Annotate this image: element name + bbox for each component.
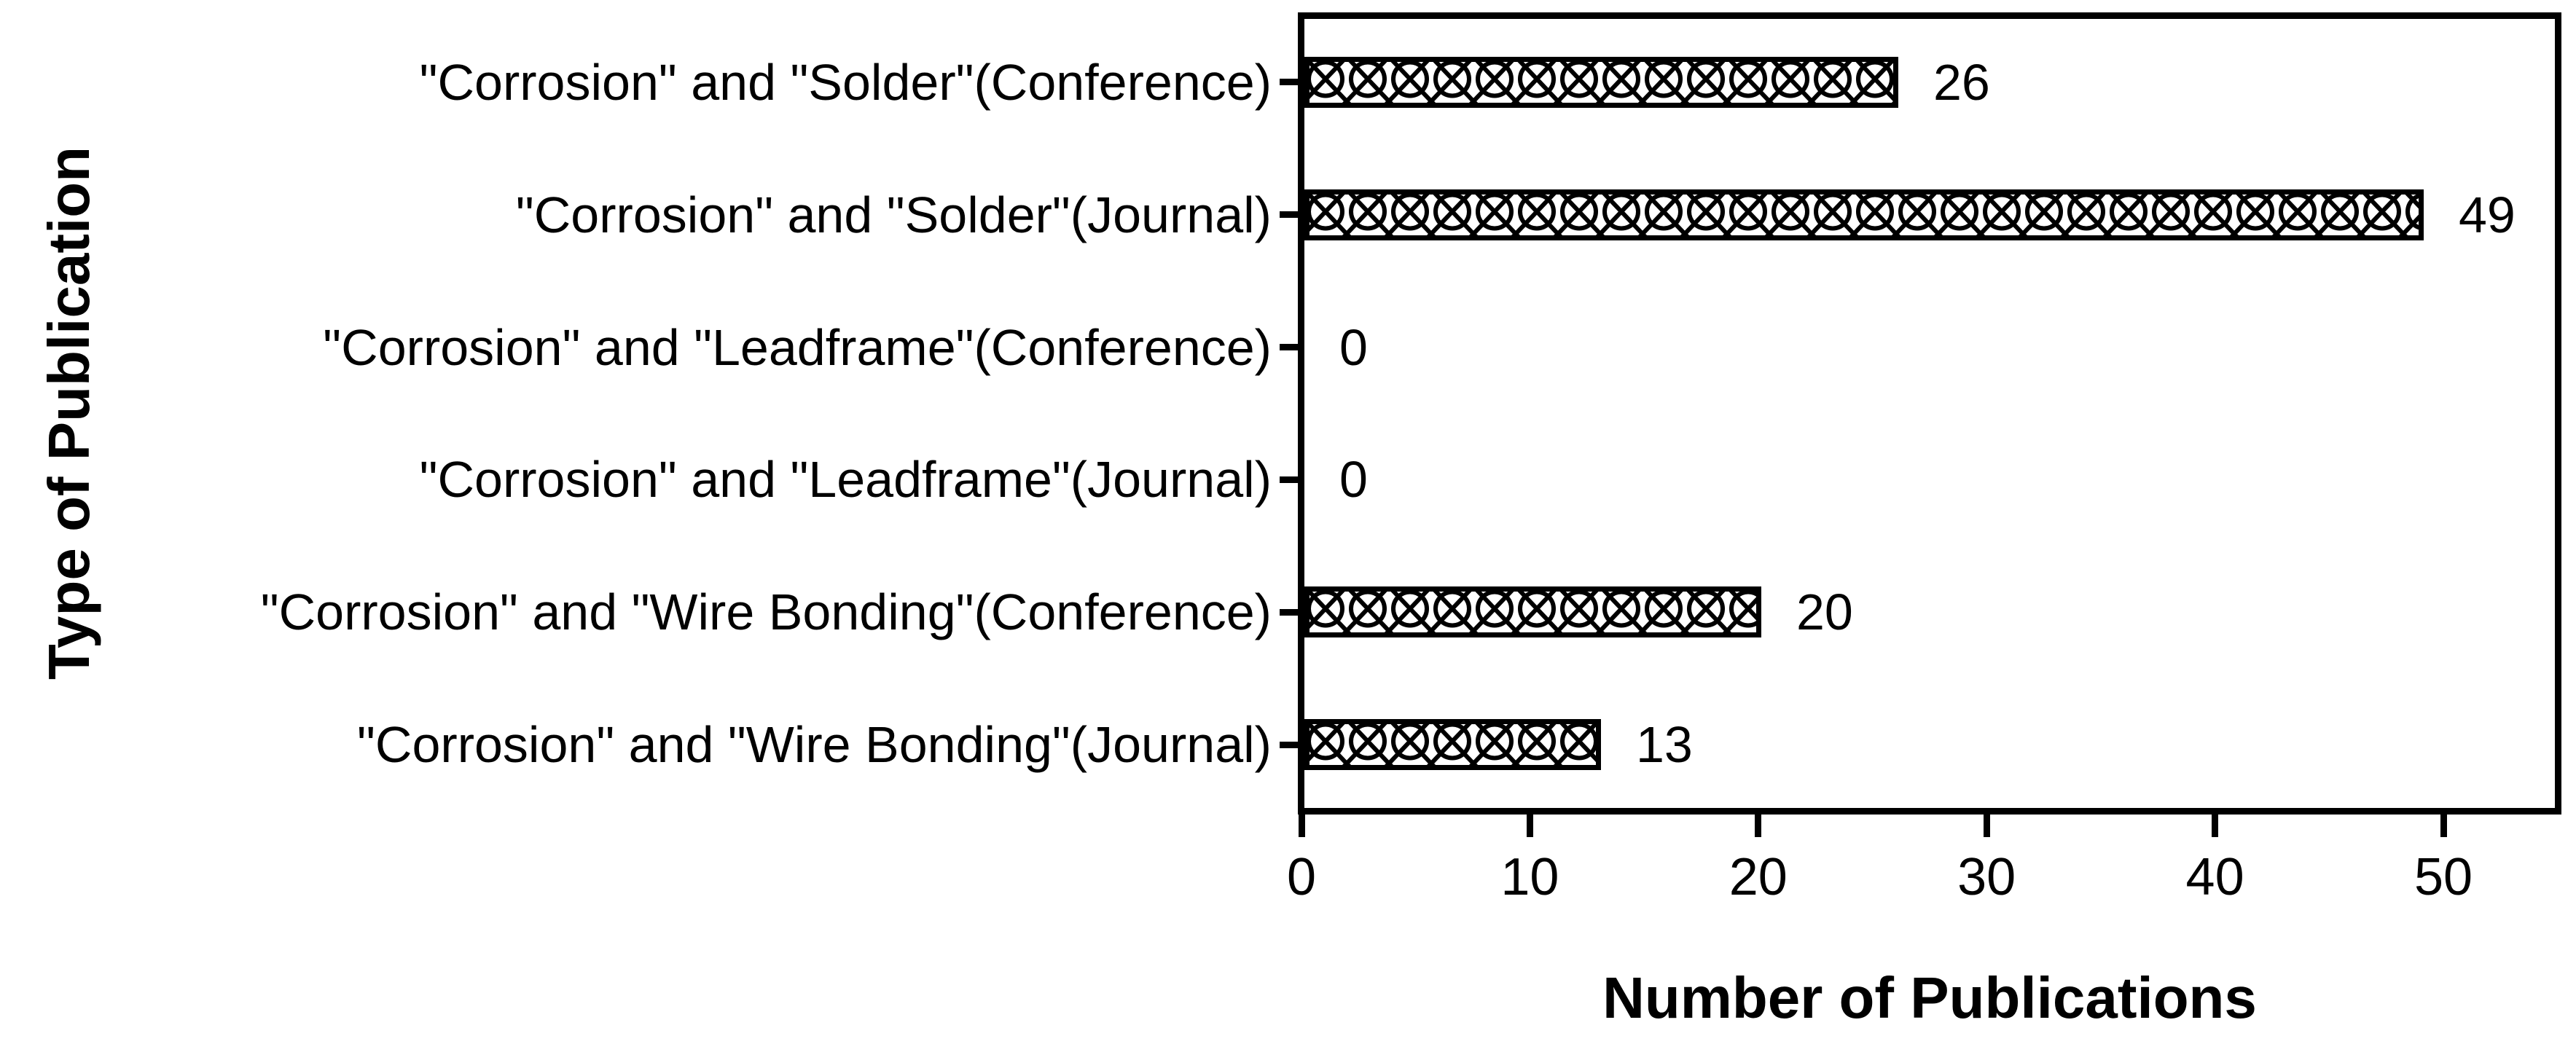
value-label: 0 bbox=[1339, 451, 1368, 509]
x-tick-label: 20 bbox=[1729, 848, 1788, 906]
x-axis-tick bbox=[2440, 814, 2447, 837]
x-axis-tick bbox=[2212, 814, 2219, 837]
value-label: 20 bbox=[1796, 584, 1853, 641]
x-tick-label: 0 bbox=[1286, 848, 1317, 906]
plot-frame bbox=[1298, 12, 2561, 815]
category-label: "Corrosion" and "Wire Bonding"(Conferenc… bbox=[260, 584, 1272, 641]
x-axis-tick bbox=[1526, 814, 1533, 837]
y-axis-tick bbox=[1279, 344, 1299, 351]
value-label: 26 bbox=[1933, 53, 1990, 111]
category-label: "Corrosion" and "Solder"(Journal) bbox=[515, 186, 1272, 243]
category-label: "Corrosion" and "Leadframe"(Journal) bbox=[419, 451, 1272, 509]
y-axis-tick bbox=[1279, 476, 1299, 483]
y-axis-tick bbox=[1279, 741, 1299, 748]
bar bbox=[1304, 56, 1898, 108]
value-label: 49 bbox=[2459, 186, 2516, 243]
x-tick-label: 30 bbox=[1957, 848, 2016, 906]
x-axis-title: Number of Publications bbox=[1602, 965, 2257, 1030]
y-axis-tick bbox=[1279, 608, 1299, 616]
x-axis-tick bbox=[1298, 814, 1305, 837]
x-axis-tick bbox=[1755, 814, 1762, 837]
x-tick-label: 50 bbox=[2413, 848, 2473, 906]
category-label: "Corrosion" and "Solder"(Conference) bbox=[419, 53, 1272, 111]
category-label: "Corrosion" and "Leadframe"(Conference) bbox=[323, 318, 1272, 376]
x-tick-label: 40 bbox=[2185, 848, 2244, 906]
bar bbox=[1304, 189, 2424, 240]
value-label: 0 bbox=[1339, 318, 1368, 376]
x-axis-tick bbox=[1983, 814, 1990, 837]
category-label: "Corrosion" and "Wire Bonding"(Journal) bbox=[357, 716, 1272, 774]
y-axis-tick bbox=[1279, 79, 1299, 86]
bar bbox=[1304, 719, 1601, 771]
y-axis-tick bbox=[1279, 211, 1299, 219]
value-label: 13 bbox=[1636, 716, 1693, 774]
y-axis-title: Type of Publication bbox=[36, 146, 101, 680]
bar bbox=[1304, 586, 1761, 638]
x-tick-label: 10 bbox=[1500, 848, 1559, 906]
